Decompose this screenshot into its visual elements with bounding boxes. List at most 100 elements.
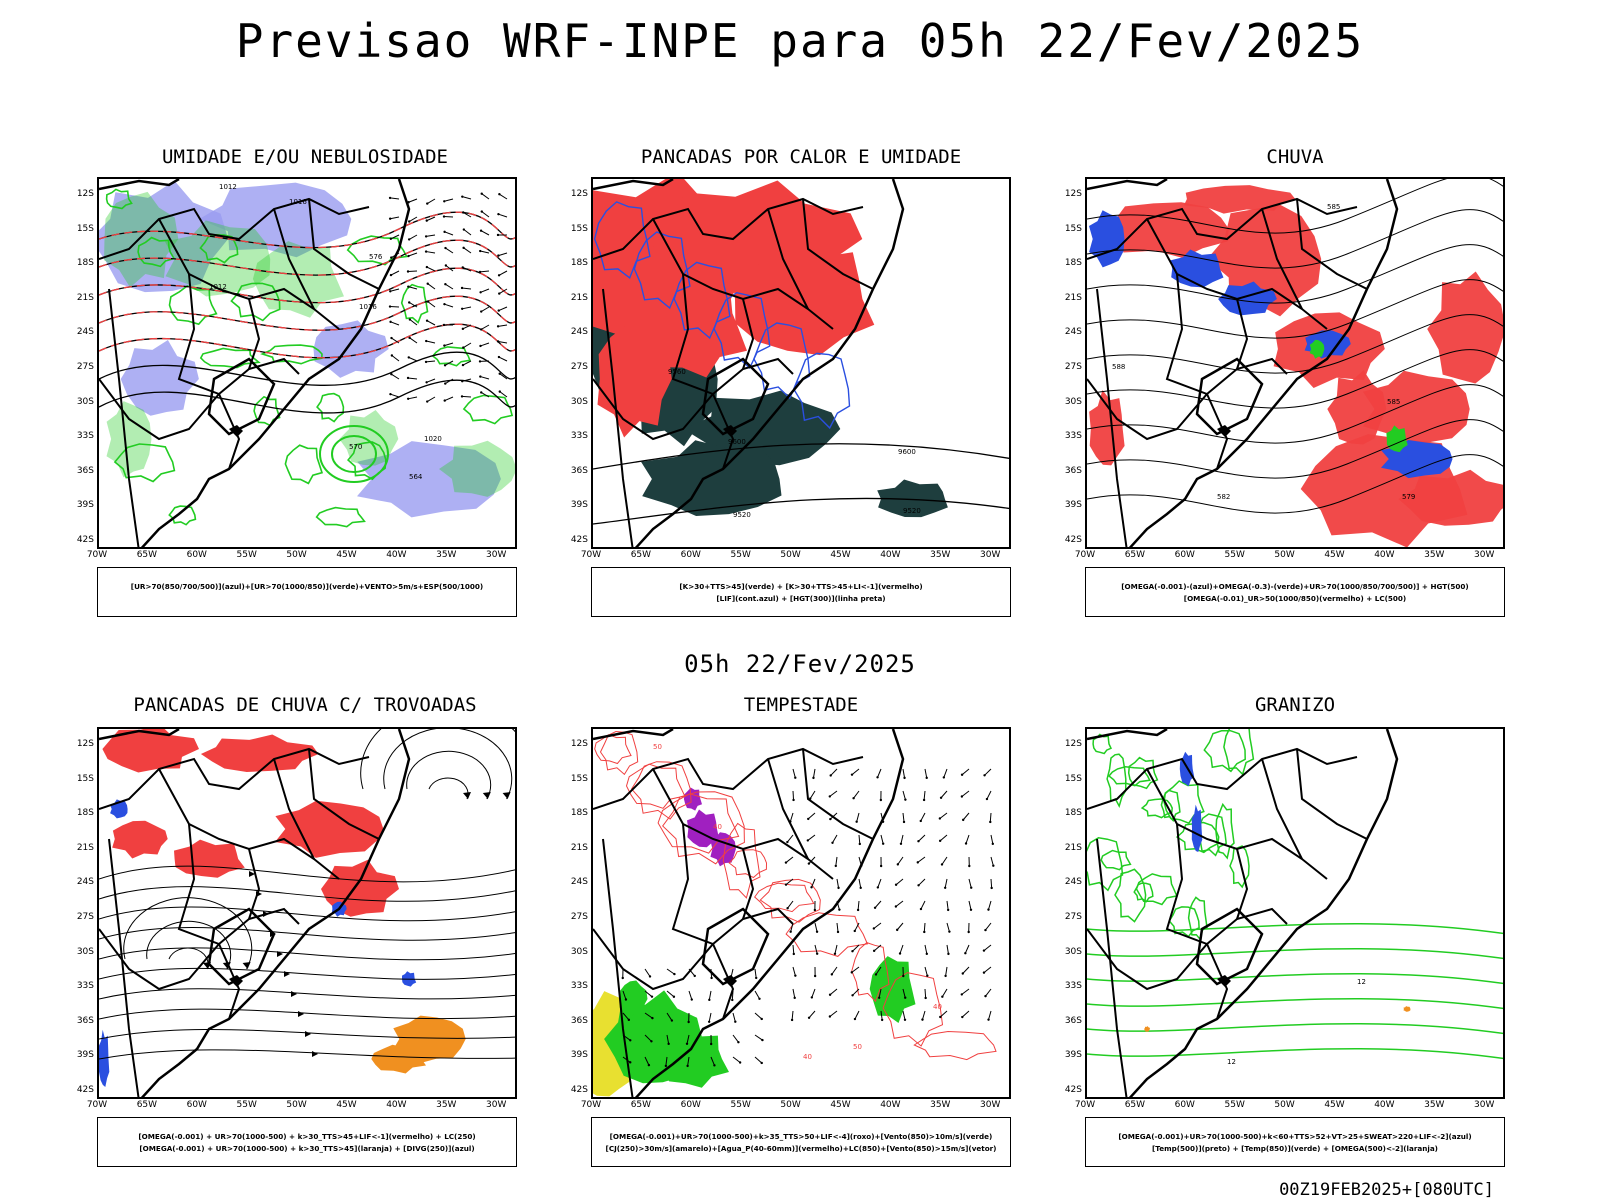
wind-vector [961, 988, 970, 995]
humidity-blue-area [99, 180, 229, 293]
wind-vector-head [497, 212, 500, 216]
wind-vector-head [964, 952, 967, 955]
wind-vector [924, 988, 927, 999]
wind-vector [902, 812, 905, 822]
map-layers: 12 12 [1087, 729, 1503, 1097]
lat-tick-label: 27S [76, 912, 94, 922]
legend-line: [LIF](cont.azul) + [HGT(300)](linha pret… [716, 594, 886, 603]
wind-vector-head [497, 274, 501, 277]
wind-vector [941, 856, 948, 865]
humidity-green-contour [199, 233, 239, 264]
wind-vector [830, 768, 838, 776]
wind-vector-head [496, 233, 500, 237]
wind-vector [923, 922, 926, 933]
lc850-red-contour [599, 730, 639, 776]
wind-vector-head [984, 994, 987, 998]
wind-vector [445, 265, 454, 272]
wind-vector [921, 1010, 926, 1020]
wind-vector [426, 396, 436, 402]
wind-vector-head [461, 363, 465, 367]
wind-vector-head [939, 1015, 942, 1019]
wind-vector-head [424, 235, 428, 238]
wind-vector [897, 856, 904, 865]
lon-tick-label: 50W [286, 550, 307, 560]
wind-vector-head [443, 364, 447, 367]
wind-vector-head [984, 928, 987, 932]
cyclone-contour [331, 435, 377, 473]
wind-vector-head [408, 301, 411, 304]
wind-vector [990, 856, 994, 866]
lat-tick-label: 36S [570, 1015, 588, 1026]
wind-vector [812, 768, 816, 778]
wind-vector [754, 968, 757, 978]
wind-vector [858, 878, 862, 888]
wind-vector [939, 812, 948, 819]
wind-vector-head [991, 842, 995, 846]
lat-tick-label: 39S [76, 500, 94, 511]
wind-vector-head [828, 1015, 832, 1018]
lat-tick-label: 42S [570, 535, 588, 545]
wind-vector-head [831, 841, 834, 844]
map-layers: 9600 9560 9520 9600 9520 [593, 179, 1009, 547]
lc850-red-contour [754, 882, 815, 913]
wind-vector [408, 252, 418, 257]
lon-tick-label: 60W [1174, 1100, 1195, 1110]
wind-vector-head [388, 305, 392, 308]
streamline [1087, 179, 1503, 234]
wind-vector [499, 391, 508, 398]
lon-tick-label: 40W [880, 550, 901, 560]
wind-vector-head [985, 797, 989, 801]
lat-tick-label: 42S [76, 1085, 94, 1095]
wind-vector [479, 270, 490, 273]
lat-tick-label: 39S [570, 1050, 588, 1061]
wind-vector-head [904, 798, 907, 801]
wind-vector-head [406, 270, 410, 273]
wind-vector-head [940, 863, 944, 866]
map-panel-tempestade: 50 40 40 50 40 [591, 727, 1011, 1099]
mid-time-label: 05h 22/Fev/2025 [684, 650, 916, 678]
panel-title: PANCADAS POR CALOR E UMIDADE [640, 146, 962, 168]
wind-vector [710, 1056, 715, 1066]
temp850-green-contour [1087, 1048, 1503, 1060]
wind-vector-head [496, 325, 500, 328]
humidity-green-contour [315, 506, 366, 528]
lon-tick-label: 35W [1424, 550, 1445, 560]
streamline-arrow [305, 1031, 311, 1037]
map-svg: 9600 9560 9520 9600 9520 [593, 179, 1009, 547]
lon-tick-label: 50W [780, 1100, 801, 1110]
wind-vector-head [388, 196, 392, 200]
lon-tick-label: 65W [136, 1100, 158, 1110]
wind-vector-head [880, 1018, 884, 1022]
streamline-arrow [482, 792, 491, 799]
panel-title: GRANIZO [1254, 694, 1336, 716]
wind-vector [853, 790, 860, 799]
wind-vector-head [792, 952, 796, 956]
thunder-orange-area [371, 1044, 426, 1074]
wind-vector-head [987, 908, 990, 911]
wind-vector-head [479, 229, 483, 232]
map-panel-umidade: 1012 1016 1020 576 570 564 1012 1016 [97, 177, 517, 549]
streamline [1087, 244, 1503, 304]
wind-vector-head [924, 996, 927, 1000]
wind-vector [445, 378, 454, 385]
wind-vector [918, 878, 926, 886]
legend-line: [OMEGA(-0.001) + UR>70(1000-500) + k>30_… [139, 1144, 475, 1153]
lat-tick-label: 27S [76, 362, 94, 372]
streamline [1087, 454, 1503, 514]
lat-tick-label: 18S [570, 808, 588, 819]
lat-tick-label: 33S [1064, 431, 1082, 442]
temp850-green-contour [1160, 789, 1181, 822]
streamline [123, 897, 253, 970]
wind-vector-head [406, 397, 410, 401]
wind-vector [444, 303, 454, 308]
border-line [802, 198, 874, 290]
wind-vector [754, 1034, 763, 1041]
lat-tick-label: 21S [1064, 842, 1082, 853]
wind-vector [877, 878, 882, 888]
wind-vector [984, 768, 992, 776]
wind-vector [666, 990, 675, 998]
humidity-green-contour [113, 443, 176, 483]
wind-vector [814, 922, 818, 932]
temp850-green-contour [1223, 729, 1255, 776]
